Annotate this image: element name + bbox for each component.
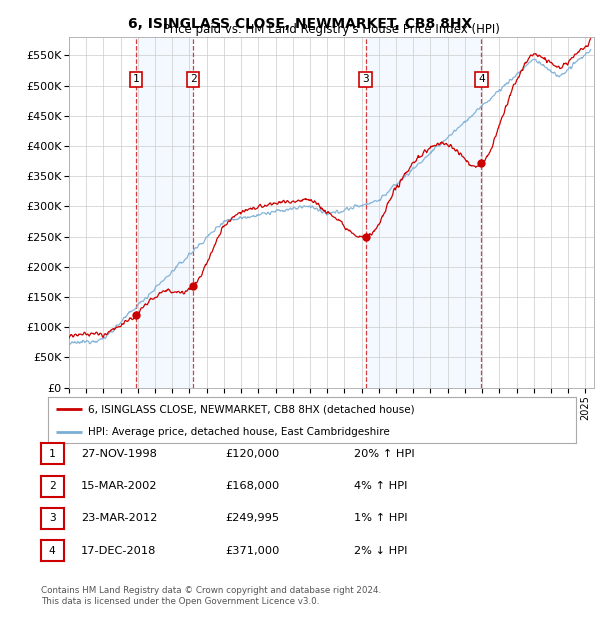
Text: 23-MAR-2012: 23-MAR-2012 (81, 513, 157, 523)
Title: Price paid vs. HM Land Registry's House Price Index (HPI): Price paid vs. HM Land Registry's House … (163, 23, 500, 36)
Text: £249,995: £249,995 (225, 513, 279, 523)
Text: 4: 4 (478, 74, 485, 84)
Bar (136, 37, 193, 387)
Text: £120,000: £120,000 (225, 449, 279, 459)
Text: Contains HM Land Registry data © Crown copyright and database right 2024.
This d: Contains HM Land Registry data © Crown c… (41, 585, 381, 606)
Text: 3: 3 (49, 513, 56, 523)
Text: 1% ↑ HPI: 1% ↑ HPI (354, 513, 407, 523)
Text: 4% ↑ HPI: 4% ↑ HPI (354, 481, 407, 491)
Text: HPI: Average price, detached house, East Cambridgeshire: HPI: Average price, detached house, East… (88, 427, 389, 436)
Text: £371,000: £371,000 (225, 546, 280, 556)
Text: 2: 2 (190, 74, 196, 84)
Text: 1: 1 (133, 74, 140, 84)
Text: 6, ISINGLASS CLOSE, NEWMARKET, CB8 8HX (detached house): 6, ISINGLASS CLOSE, NEWMARKET, CB8 8HX (… (88, 404, 414, 414)
Text: 2% ↓ HPI: 2% ↓ HPI (354, 546, 407, 556)
Text: 4: 4 (49, 546, 56, 556)
Text: £168,000: £168,000 (225, 481, 279, 491)
Bar (365, 37, 481, 387)
Text: 15-MAR-2002: 15-MAR-2002 (81, 481, 157, 491)
Text: 17-DEC-2018: 17-DEC-2018 (81, 546, 157, 556)
Text: 3: 3 (362, 74, 369, 84)
Text: 2: 2 (49, 481, 56, 491)
Text: 1: 1 (49, 449, 56, 459)
Text: 27-NOV-1998: 27-NOV-1998 (81, 449, 157, 459)
Text: 6, ISINGLASS CLOSE, NEWMARKET, CB8 8HX: 6, ISINGLASS CLOSE, NEWMARKET, CB8 8HX (128, 17, 472, 32)
Text: 20% ↑ HPI: 20% ↑ HPI (354, 449, 415, 459)
